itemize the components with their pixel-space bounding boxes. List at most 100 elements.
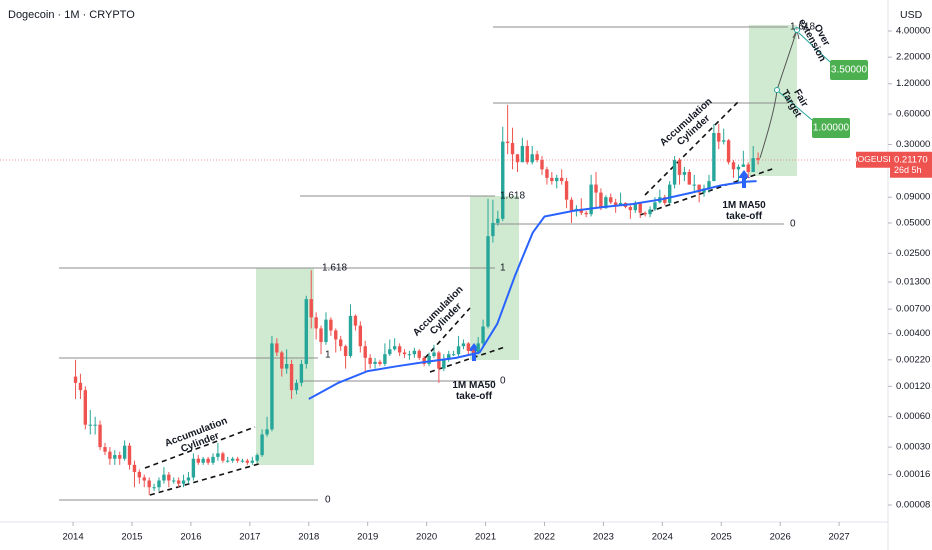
candle-body: [584, 212, 588, 215]
fib-label: 1: [500, 263, 506, 274]
candle-body: [756, 158, 760, 160]
takeoff-label-line: take-off: [726, 211, 763, 222]
candle-body: [108, 451, 112, 459]
fib-label: 1.618: [500, 191, 525, 202]
candle-body: [609, 197, 613, 203]
over-extension-label: Overextension: [796, 12, 837, 64]
y-tick-label: 0.00220: [896, 354, 930, 365]
price-label: 0.21170: [894, 154, 928, 165]
candle-body: [530, 154, 534, 163]
candle-body: [717, 132, 721, 142]
candle-body: [545, 169, 549, 178]
candle-body: [118, 455, 122, 459]
target-point: [774, 87, 780, 93]
candle-body: [471, 350, 475, 353]
y-tick-label: 0.00008: [896, 500, 930, 511]
candle-body: [751, 158, 755, 173]
candle-body: [481, 326, 485, 344]
channel-line: [149, 462, 263, 496]
candle-body: [368, 357, 372, 364]
candle-body: [221, 453, 225, 461]
candle-body: [373, 361, 377, 364]
target-link: [778, 91, 813, 121]
candle-body: [417, 350, 421, 358]
target-label: 1.00000: [813, 123, 850, 134]
x-tick-label: 2020: [416, 532, 437, 543]
candle-body: [88, 424, 92, 426]
channel-line: [644, 99, 741, 196]
candle-body: [515, 154, 520, 163]
candle-body: [392, 346, 397, 350]
candle-body: [466, 343, 471, 351]
candle-body: [667, 184, 672, 203]
y-tick-label: 0.00030: [896, 442, 930, 453]
fib-label: 1.618: [322, 263, 347, 274]
candle-body: [73, 376, 78, 383]
candle-body: [447, 354, 451, 360]
fib-label: 0: [790, 219, 796, 230]
candle-body: [407, 354, 412, 356]
candle-body: [618, 202, 623, 206]
fib-label: 0: [325, 495, 331, 506]
y-tick-label: 0.00016: [896, 469, 930, 480]
candle-body: [147, 480, 151, 488]
candle-body: [442, 359, 446, 369]
candle-body: [98, 424, 102, 448]
candle-body: [334, 330, 338, 340]
candle-body: [707, 181, 711, 189]
candle-body: [191, 458, 196, 478]
candle-body: [122, 445, 127, 459]
takeoff-label: 1M MA50 take-off: [722, 200, 766, 222]
candle-body: [343, 346, 348, 356]
x-tick-label: 2027: [829, 532, 850, 543]
target-label: 3.50000: [831, 65, 868, 76]
y-tick-label: 0.05000: [896, 217, 930, 228]
candle-body: [167, 474, 171, 481]
currency: USD: [900, 9, 923, 21]
y-tick-label: 0.30000: [896, 139, 930, 150]
candle-body: [270, 343, 274, 430]
candle-body: [319, 328, 323, 343]
x-tick-label: 2024: [652, 532, 673, 543]
y-tick-label: 2.20000: [896, 52, 930, 63]
candle-body: [132, 464, 137, 472]
candle-body: [299, 363, 304, 383]
candle-body: [280, 352, 284, 369]
candle-body: [240, 460, 245, 462]
candle-body: [663, 197, 667, 203]
y-tick-label: 0.60000: [896, 109, 930, 120]
candle-body: [412, 350, 417, 355]
y-tick-label: 0.00700: [896, 304, 930, 315]
candle-body: [427, 355, 431, 364]
candle-body: [741, 164, 746, 167]
candle-body: [339, 339, 343, 347]
x-tick-label: 2021: [475, 532, 496, 543]
takeoff-label-line: take-off: [456, 391, 493, 402]
candle-body: [648, 209, 652, 215]
candle-body: [324, 319, 328, 343]
channel-line: [144, 426, 256, 469]
candle-body: [245, 460, 250, 463]
x-tick-label: 2025: [711, 532, 732, 543]
channel-line: [639, 167, 776, 216]
candle-body: [284, 363, 289, 369]
x-tick-label: 2018: [298, 532, 319, 543]
target-box: [470, 196, 519, 360]
candle-body: [309, 299, 313, 318]
plot: [73, 104, 760, 496]
candle-body: [736, 166, 741, 170]
x-tick-label: 2015: [121, 532, 142, 543]
target-badge: [812, 118, 850, 138]
candle-body: [329, 319, 333, 331]
candle-body: [731, 162, 736, 170]
y-tick-label: 1.20000: [896, 78, 930, 89]
candle-body: [589, 184, 593, 215]
candle-body: [250, 460, 255, 463]
candle-body: [486, 236, 490, 327]
ma-line: [308, 180, 757, 400]
candle-body: [103, 447, 107, 452]
candle-body: [633, 203, 638, 211]
candle-body: [505, 141, 510, 144]
candle-body: [275, 343, 279, 353]
